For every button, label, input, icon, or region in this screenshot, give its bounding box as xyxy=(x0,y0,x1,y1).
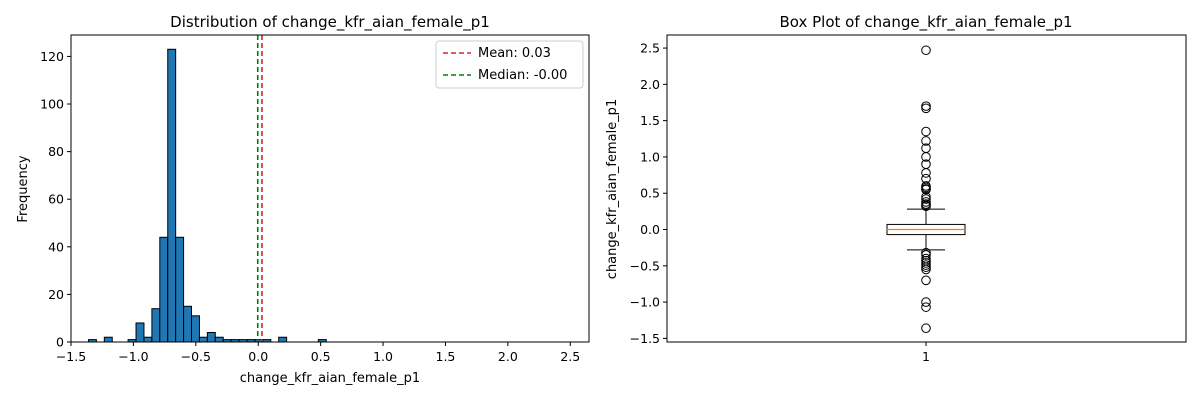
outlier-point xyxy=(921,101,931,111)
outlier-point xyxy=(921,184,931,195)
histogram-y-tick-label: 20 xyxy=(48,287,64,302)
histogram-x-axis-label: change_kfr_aian_female_p1 xyxy=(240,371,420,386)
boxplot-y-tick-label: 2.5 xyxy=(640,41,660,56)
histogram-bar xyxy=(143,336,153,343)
outlier-point xyxy=(921,201,931,212)
histogram-x-tick-label: 0.0 xyxy=(248,349,268,364)
histogram-reference-lines xyxy=(256,35,263,342)
boxplot-axes-frame xyxy=(666,34,1187,343)
histogram-x-tick-label: 2.5 xyxy=(560,349,580,364)
histogram-y-tick-label: 40 xyxy=(48,239,64,254)
histogram-x-tick-label: −1.5 xyxy=(56,349,86,364)
histogram-bar xyxy=(103,336,113,343)
histogram-y-tick-label: 0 xyxy=(56,335,64,350)
boxplot-y-tick-label: 2.0 xyxy=(640,77,660,92)
histogram-x-tick-label: 1.0 xyxy=(373,349,393,364)
outlier-point xyxy=(921,275,931,286)
outlier-point xyxy=(921,136,931,146)
histogram-x-tick-label: −0.5 xyxy=(181,349,211,364)
histogram-bar xyxy=(278,336,288,343)
outlier-point xyxy=(921,250,931,260)
boxplot-y-tick-label: −1.5 xyxy=(630,331,660,346)
boxplot-y-tick-label: −1.0 xyxy=(630,295,660,310)
outlier-point xyxy=(921,302,931,312)
boxplot-y-axis-label: change_kfr_aian_female_p1 xyxy=(605,99,620,279)
histogram-bar xyxy=(135,322,145,343)
outlier-point xyxy=(921,260,931,270)
outlier-point xyxy=(921,323,931,334)
histogram-bar xyxy=(191,315,200,343)
histogram-bar xyxy=(151,308,161,343)
outlier-point xyxy=(921,168,931,178)
boxplot-y-tick-label: 0.5 xyxy=(640,186,660,201)
outlier-point xyxy=(921,194,931,204)
histogram-y-ticks: 0 20 40 60 80 100 120 xyxy=(40,49,71,350)
histogram-bar xyxy=(167,48,177,343)
boxplot-outliers xyxy=(921,45,931,334)
histogram-legend: Mean: 0.03 Median: -0.00 xyxy=(435,40,584,89)
histogram-y-tick-label: 100 xyxy=(40,97,64,112)
histogram-bar xyxy=(183,305,193,343)
outlier-point xyxy=(921,197,931,207)
boxplot-y-tick-label: 1.0 xyxy=(640,149,660,164)
histogram-panel: Distribution of change_kfr_aian_female_p… xyxy=(16,13,590,386)
outlier-point xyxy=(921,264,931,275)
histogram-bar xyxy=(159,236,169,343)
outlier-point xyxy=(921,103,931,114)
boxplot-title: Box Plot of change_kfr_aian_female_p1 xyxy=(779,13,1072,32)
boxplot-panel: Box Plot of change_kfr_aian_female_p1 −1… xyxy=(605,13,1187,364)
histogram-x-ticks: −1.5 −1.0 −0.5 0.0 0.5 1.0 1.5 2.0 2.5 xyxy=(56,342,580,364)
legend-median-label: Median: -0.00 xyxy=(478,68,567,83)
histogram-bar xyxy=(206,331,216,343)
legend-box xyxy=(435,40,584,89)
boxplot-y-tick-label: 0.0 xyxy=(640,222,660,237)
outlier-point xyxy=(921,126,931,137)
histogram-y-tick-label: 120 xyxy=(40,49,64,64)
histogram-bars xyxy=(87,48,327,343)
histogram-x-tick-label: 1.5 xyxy=(436,349,456,364)
outlier-point xyxy=(921,45,931,56)
histogram-x-tick-label: 2.0 xyxy=(498,349,518,364)
histogram-y-tick-label: 60 xyxy=(48,192,64,207)
boxplot-shapes xyxy=(886,208,966,251)
boxplot-x-tick-label: 1 xyxy=(922,349,930,364)
boxplot-x-ticks: 1 xyxy=(922,342,930,364)
histogram-bar xyxy=(214,336,224,343)
boxplot-y-tick-label: 1.5 xyxy=(640,113,660,128)
outlier-point xyxy=(921,262,931,273)
outlier-point xyxy=(921,247,931,258)
histogram-bar xyxy=(175,236,185,343)
histogram-x-tick-label: 0.5 xyxy=(311,349,331,364)
outlier-point xyxy=(921,258,931,268)
histogram-bar xyxy=(198,336,208,343)
histogram-title: Distribution of change_kfr_aian_female_p… xyxy=(170,13,490,32)
histogram-y-tick-label: 80 xyxy=(48,144,64,159)
boxplot-y-tick-label: −0.5 xyxy=(630,258,660,273)
legend-mean-label: Mean: 0.03 xyxy=(478,46,551,61)
boxplot-y-ticks: −1.5 −1.0 −0.5 0.0 0.5 1.0 1.5 2.0 2.5 xyxy=(630,41,667,346)
outlier-point xyxy=(921,152,931,162)
histogram-x-tick-label: −1.0 xyxy=(118,349,148,364)
outlier-point xyxy=(921,297,931,307)
histogram-axes-frame xyxy=(70,34,590,343)
histogram-y-axis-label: Frequency xyxy=(16,155,31,222)
